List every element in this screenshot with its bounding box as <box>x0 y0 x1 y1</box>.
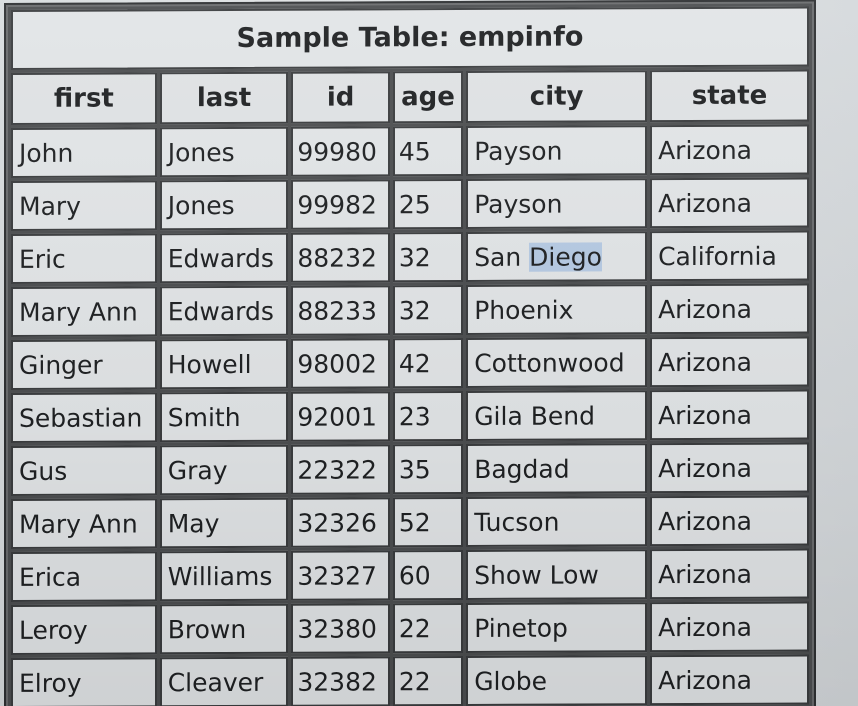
table-cell-first: Mary Ann <box>11 286 157 337</box>
table-cell-first: Elroy <box>11 657 157 706</box>
table-cell-id: 22322 <box>291 444 390 495</box>
column-header: first <box>11 72 157 125</box>
table-cell-city: Phoenix <box>466 284 648 335</box>
table-cell-age: 52 <box>392 496 464 548</box>
selected-text-highlight[interactable]: Diego <box>529 241 602 272</box>
table-cell-first: Leroy <box>11 604 157 655</box>
table-cell-id: 32380 <box>291 603 390 654</box>
table-cell-age: 45 <box>392 125 464 177</box>
table-cell-city: Gila Bend <box>466 390 648 441</box>
table-cell-state: Arizona <box>650 548 809 600</box>
table-cell-id: 32382 <box>291 656 390 706</box>
column-header: last <box>159 71 289 125</box>
table-cell-city: San Diego <box>466 231 648 282</box>
table-cell-state: Arizona <box>650 283 809 335</box>
column-header: id <box>291 71 390 124</box>
table-cell-state: Arizona <box>650 495 809 547</box>
table-cell-last: Howell <box>159 338 289 390</box>
table-cell-age: 23 <box>392 390 464 442</box>
table-row: Mary Ann Edwards 88233 32 Phoenix Arizona <box>11 283 809 337</box>
table-cell-age: 32 <box>392 284 464 336</box>
table-cell-city: Bagdad <box>466 443 648 494</box>
empinfo-table-container: Sample Table: empinfo first last id age … <box>4 0 816 706</box>
table-cell-last: May <box>159 497 289 549</box>
table-cell-first: Ginger <box>11 339 157 390</box>
table-cell-city: Show Low <box>466 549 648 600</box>
table-cell-state: Arizona <box>650 336 809 388</box>
table-cell-age: 22 <box>392 602 464 654</box>
table-cell-first: John <box>11 127 157 178</box>
table-cell-id: 99982 <box>291 179 390 230</box>
table-row: Sebastian Smith 92001 23 Gila Bend Arizona <box>11 389 809 443</box>
table-cell-last: Williams <box>159 550 289 602</box>
table-cell-age: 60 <box>392 549 464 601</box>
table-cell-last: Gray <box>159 444 289 496</box>
table-cell-city: Payson <box>466 178 648 229</box>
table-cell-id: 32327 <box>291 550 390 601</box>
table-cell-last: Edwards <box>159 285 289 337</box>
table-cell-last: Jones <box>159 126 289 178</box>
table-cell-first: Mary Ann <box>11 498 157 549</box>
table-row: Mary Jones 99982 25 Payson Arizona <box>11 177 809 231</box>
table-row: John Jones 99980 45 Payson Arizona <box>11 124 809 178</box>
table-cell-state: Arizona <box>650 654 809 706</box>
table-cell-first: Gus <box>11 445 157 496</box>
table-cell-id: 88233 <box>291 285 390 336</box>
table-cell-city: Tucson <box>466 496 648 547</box>
table-cell-age: 22 <box>392 655 464 706</box>
table-cell-first: Erica <box>11 551 157 602</box>
table-cell-first: Eric <box>11 233 157 284</box>
table-row: Eric Edwards 88232 32 San Diego California <box>11 230 809 284</box>
table-cell-id: 98002 <box>291 338 390 389</box>
table-cell-id: 32326 <box>291 497 390 548</box>
column-header: state <box>650 69 809 123</box>
table-cell-state: Arizona <box>650 124 809 176</box>
table-cell-state: Arizona <box>650 389 809 441</box>
table-row: Leroy Brown 32380 22 Pinetop Arizona <box>11 601 809 655</box>
table-cell-first: Mary <box>11 180 157 231</box>
table-cell-city: Globe <box>466 655 648 706</box>
table-cell-last: Jones <box>159 179 289 231</box>
table-row: Ginger Howell 98002 42 Cottonwood Arizona <box>11 336 809 390</box>
table-cell-age: 35 <box>392 443 464 495</box>
table-cell-state: Arizona <box>650 442 809 494</box>
table-row: Mary Ann May 32326 52 Tucson Arizona <box>11 495 809 549</box>
table-cell-id: 99980 <box>291 126 390 177</box>
title-row: Sample Table: empinfo <box>11 6 809 70</box>
table-cell-state: Arizona <box>650 601 809 653</box>
table-cell-city: Payson <box>466 125 648 176</box>
table-cell-age: 25 <box>392 178 464 230</box>
table-cell-city: Pinetop <box>466 602 648 653</box>
table-row: Elroy Cleaver 32382 22 Globe Arizona <box>11 654 809 706</box>
table-row: Erica Williams 32327 60 Show Low Arizona <box>11 548 809 602</box>
table-cell-city: Cottonwood <box>466 337 648 388</box>
empinfo-table: Sample Table: empinfo first last id age … <box>8 3 812 706</box>
table-title: Sample Table: empinfo <box>11 6 809 70</box>
cell-text-before-selection: San <box>474 242 530 272</box>
table-row: Gus Gray 22322 35 Bagdad Arizona <box>11 442 809 496</box>
table-cell-age: 42 <box>392 337 464 389</box>
column-header: age <box>392 70 464 124</box>
table-cell-last: Edwards <box>159 232 289 284</box>
table-cell-id: 88232 <box>291 232 390 283</box>
table-cell-state: Arizona <box>650 177 809 229</box>
table-cell-age: 32 <box>392 231 464 283</box>
table-cell-last: Smith <box>159 391 289 443</box>
table-cell-last: Brown <box>159 603 289 655</box>
column-header: city <box>466 70 648 123</box>
header-row: first last id age city state <box>11 69 809 125</box>
table-cell-last: Cleaver <box>159 656 289 706</box>
table-cell-id: 92001 <box>291 391 390 442</box>
table-cell-first: Sebastian <box>11 392 157 443</box>
table-body: John Jones 99980 45 Payson Arizona Mary Jones 99… <box>11 124 809 706</box>
table-cell-state: California <box>650 230 809 282</box>
